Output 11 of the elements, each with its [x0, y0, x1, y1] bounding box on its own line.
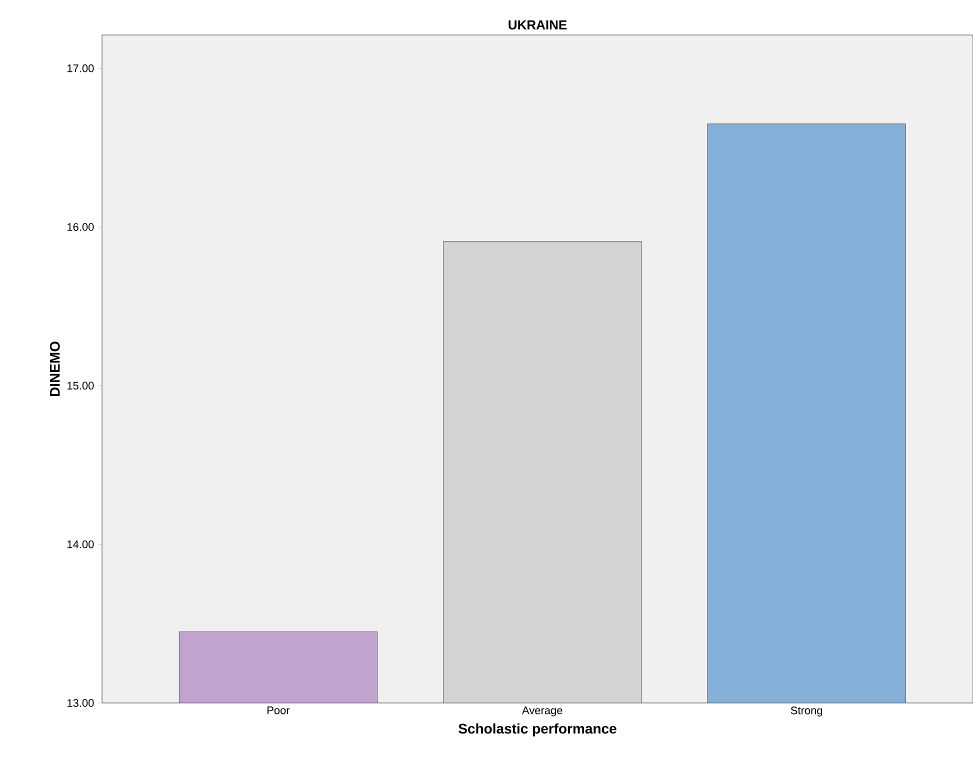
chart-title: UKRAINE	[508, 20, 567, 30]
y-tick-label: 15.00	[68, 382, 94, 390]
y-tick-label: 13.00	[68, 699, 94, 707]
x-axis-title: Scholastic performance	[458, 723, 616, 736]
y-axis-title: DINEMO	[50, 342, 60, 396]
x-tick-label: Strong	[790, 706, 822, 716]
y-tick-label: 17.00	[68, 64, 94, 72]
x-tick-label: Poor	[268, 706, 290, 714]
y-tick-label: 16.00	[68, 223, 94, 231]
x-tick-label: Average	[522, 706, 562, 716]
y-tick-label: 14.00	[68, 540, 94, 548]
